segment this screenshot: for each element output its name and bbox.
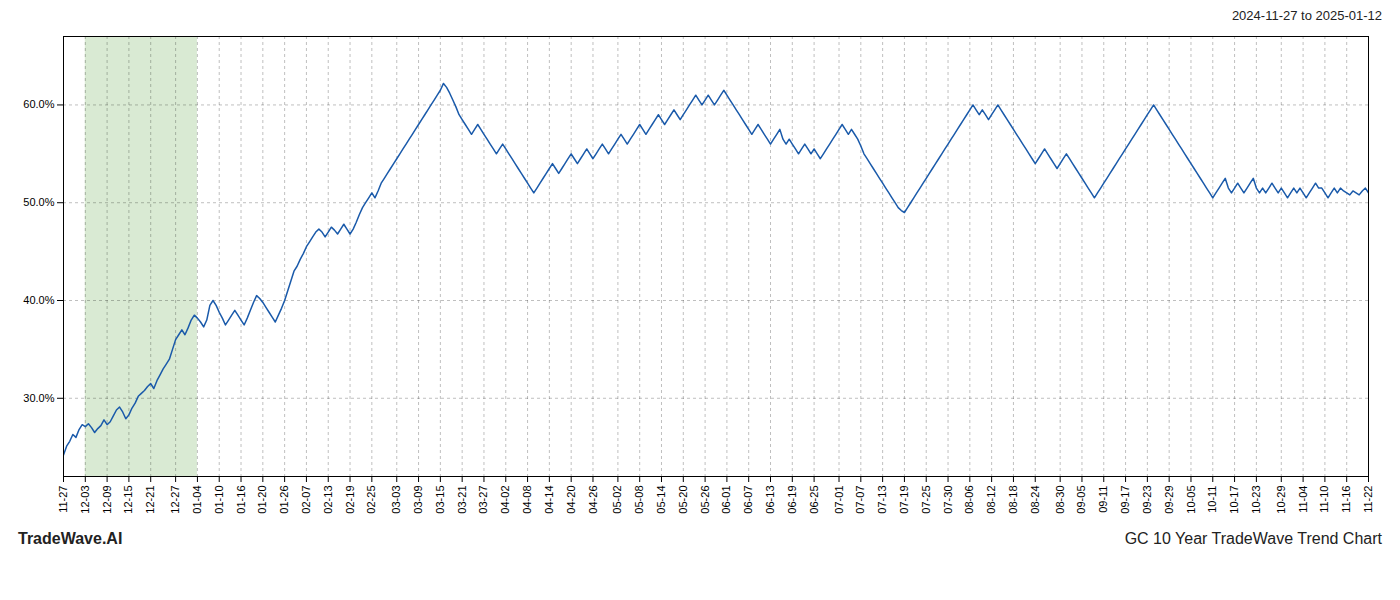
svg-text:11-27: 11-27 [57, 486, 69, 513]
svg-text:12-15: 12-15 [122, 486, 134, 514]
svg-text:07-13: 07-13 [876, 486, 888, 514]
svg-text:03-09: 03-09 [412, 486, 424, 514]
svg-text:07-25: 07-25 [920, 486, 932, 514]
svg-text:10-29: 10-29 [1275, 486, 1287, 514]
svg-text:40.0%: 40.0% [23, 294, 54, 306]
svg-text:09-17: 09-17 [1119, 486, 1131, 514]
svg-text:08-30: 08-30 [1054, 486, 1066, 514]
svg-text:30.0%: 30.0% [23, 392, 54, 404]
svg-text:02-13: 02-13 [322, 486, 334, 514]
svg-text:60.0%: 60.0% [23, 98, 54, 110]
svg-text:07-07: 07-07 [854, 486, 866, 514]
svg-text:02-07: 02-07 [300, 486, 312, 514]
svg-text:06-07: 06-07 [742, 486, 754, 514]
svg-text:09-29: 09-29 [1163, 486, 1175, 514]
svg-text:01-04: 01-04 [191, 486, 203, 514]
svg-text:05-02: 05-02 [611, 486, 623, 514]
svg-text:08-24: 08-24 [1029, 486, 1041, 514]
svg-text:07-30: 07-30 [942, 486, 954, 514]
svg-text:01-16: 01-16 [235, 486, 247, 514]
svg-text:06-01: 06-01 [720, 486, 732, 514]
svg-text:05-08: 05-08 [633, 486, 645, 514]
svg-text:05-14: 05-14 [655, 486, 667, 514]
svg-text:01-20: 01-20 [256, 486, 268, 514]
svg-text:02-25: 02-25 [365, 486, 377, 514]
svg-text:11-10: 11-10 [1318, 486, 1330, 513]
svg-text:06-19: 06-19 [786, 486, 798, 514]
svg-text:01-10: 01-10 [213, 486, 225, 514]
svg-text:04-02: 04-02 [499, 486, 511, 514]
svg-text:03-03: 03-03 [390, 486, 402, 514]
svg-text:08-12: 08-12 [985, 486, 997, 514]
svg-text:04-14: 04-14 [543, 486, 555, 514]
html-text:TradeWave.AI: TradeWave.AI [18, 530, 123, 547]
svg-text:05-26: 05-26 [699, 486, 711, 514]
svg-text:07-01: 07-01 [833, 486, 845, 514]
svg-text:04-26: 04-26 [586, 486, 598, 514]
svg-text:03-27: 03-27 [477, 486, 489, 514]
svg-text:06-25: 06-25 [808, 486, 820, 514]
svg-text:09-23: 09-23 [1141, 486, 1153, 514]
svg-text:03-15: 03-15 [434, 486, 446, 514]
svg-text:08-06: 08-06 [963, 486, 975, 514]
svg-text:06-13: 06-13 [764, 486, 776, 514]
svg-text:10-17: 10-17 [1228, 486, 1240, 514]
html-text:GC 10 Year TradeWave Trend Cha: GC 10 Year TradeWave Trend Chart [1124, 530, 1382, 547]
svg-text:11-22: 11-22 [1362, 486, 1374, 513]
svg-text:08-18: 08-18 [1007, 486, 1019, 514]
svg-text:12-09: 12-09 [101, 486, 113, 514]
svg-text:11-16: 11-16 [1340, 486, 1352, 513]
svg-text:05-20: 05-20 [677, 486, 689, 514]
svg-text:07-19: 07-19 [898, 486, 910, 514]
html-text:2024-11-27 to 2025-01-12: 2024-11-27 to 2025-01-12 [1231, 8, 1382, 23]
svg-text:11-04: 11-04 [1297, 486, 1309, 513]
svg-text:01-26: 01-26 [278, 486, 290, 514]
svg-text:12-27: 12-27 [169, 486, 181, 514]
svg-text:09-05: 09-05 [1075, 486, 1087, 514]
svg-text:03-21: 03-21 [456, 486, 468, 514]
svg-text:09-11: 09-11 [1097, 486, 1109, 513]
svg-text:12-21: 12-21 [144, 486, 156, 514]
svg-text:02-19: 02-19 [344, 486, 356, 514]
svg-text:10-05: 10-05 [1184, 486, 1196, 514]
svg-text:50.0%: 50.0% [23, 196, 54, 208]
svg-text:04-20: 04-20 [565, 486, 577, 514]
svg-text:10-11: 10-11 [1206, 486, 1218, 513]
svg-text:10-23: 10-23 [1250, 486, 1262, 514]
svg-text:04-08: 04-08 [521, 486, 533, 514]
svg-text:12-03: 12-03 [79, 486, 91, 514]
